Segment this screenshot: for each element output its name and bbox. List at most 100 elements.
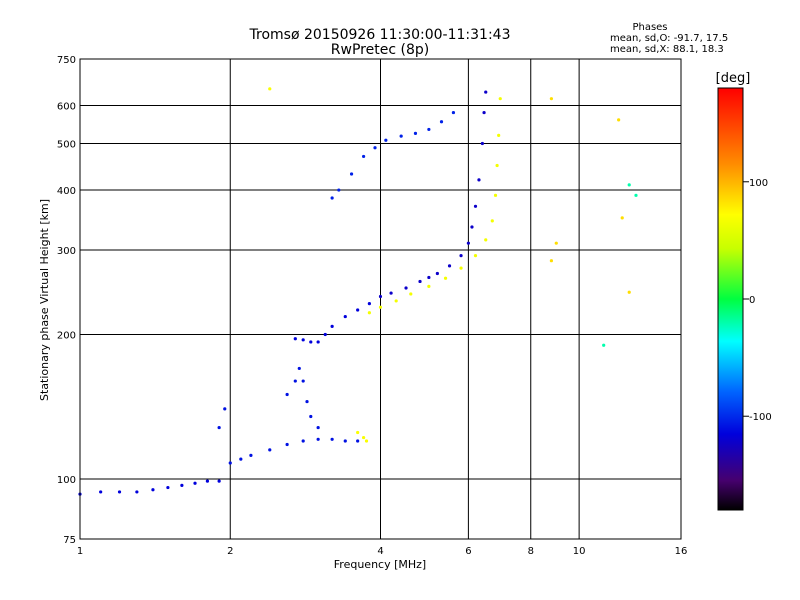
y-tick-label: 75 <box>63 535 76 546</box>
y-tick-labels: 75 100 200 300 400 500 600 750 <box>57 55 76 546</box>
x-tick-label: 6 <box>465 546 471 557</box>
data-point <box>554 241 558 245</box>
data-point <box>293 337 297 341</box>
data-point <box>378 294 383 299</box>
data-point <box>337 188 341 192</box>
data-point <box>627 290 631 294</box>
data-point <box>498 97 502 101</box>
colorbar-tick-label: 0 <box>749 295 755 306</box>
data-point <box>495 163 499 168</box>
data-point <box>427 127 431 132</box>
data-point <box>459 266 463 270</box>
data-point <box>364 439 369 443</box>
data-point <box>627 183 631 187</box>
data-point <box>404 286 408 290</box>
data-point <box>493 193 498 197</box>
data-point <box>309 414 313 419</box>
data-point <box>617 118 621 122</box>
data-point <box>367 301 371 306</box>
y-tick-label: 100 <box>57 475 76 486</box>
x-tick-label: 4 <box>377 546 383 557</box>
data-point <box>427 284 431 288</box>
data-point <box>349 172 354 176</box>
data-point <box>135 490 139 494</box>
data-point <box>459 254 463 258</box>
data-point <box>367 311 371 315</box>
data-point <box>484 90 488 94</box>
colorbar-tick-label: -100 <box>749 412 772 423</box>
data-point <box>301 338 305 342</box>
colorbar <box>717 87 744 511</box>
data-point <box>490 219 494 223</box>
data-point <box>480 141 484 146</box>
phases-heading: Phases <box>632 22 668 33</box>
data-point <box>305 399 309 404</box>
data-points <box>78 87 638 496</box>
data-point <box>602 343 606 347</box>
y-tick-label: 500 <box>57 140 76 151</box>
data-point <box>447 264 452 268</box>
data-point <box>389 291 393 295</box>
data-point <box>293 379 297 383</box>
data-point <box>473 204 478 208</box>
phase-stats-o: mean, sd,O: -91.7, 17.5 <box>610 33 729 44</box>
data-point <box>399 134 403 138</box>
data-point <box>473 254 478 258</box>
chart-subtitle: RwPretec (8p) <box>330 42 430 58</box>
data-point <box>228 461 232 465</box>
data-point <box>362 154 366 159</box>
data-point <box>151 488 155 492</box>
data-point <box>451 110 456 115</box>
data-point <box>435 271 439 276</box>
data-point <box>343 439 347 443</box>
grid-lines <box>79 58 682 540</box>
colorbar-label: [deg] <box>716 71 751 86</box>
data-point <box>482 110 486 115</box>
data-point <box>205 479 210 483</box>
data-point <box>330 324 334 328</box>
y-tick-label: 600 <box>57 102 76 113</box>
x-tick-label: 8 <box>528 546 534 557</box>
data-point <box>418 279 422 284</box>
data-point <box>99 490 103 494</box>
y-tick-label: 750 <box>57 55 76 66</box>
colorbar-tick-label: 100 <box>749 178 768 189</box>
y-tick-label: 300 <box>57 246 76 257</box>
data-point <box>384 138 388 142</box>
data-point <box>484 238 488 242</box>
data-point <box>239 457 243 461</box>
data-point <box>180 483 184 487</box>
phase-stats-x: mean, sd,X: 88.1, 18.3 <box>610 44 724 55</box>
data-point <box>373 146 377 150</box>
data-point <box>285 442 289 447</box>
data-point <box>356 430 360 435</box>
data-point <box>394 299 398 303</box>
data-point <box>427 275 431 280</box>
data-point <box>634 193 638 197</box>
y-axis-label: Stationary phase Virtual Height [km] <box>38 199 51 401</box>
data-point <box>330 437 334 441</box>
data-point <box>193 481 197 485</box>
y-tick-label: 400 <box>57 186 76 197</box>
plot-frame <box>79 58 682 540</box>
data-point <box>439 120 444 124</box>
data-point <box>309 340 313 344</box>
data-point <box>316 437 320 441</box>
data-point <box>166 485 170 490</box>
data-point <box>343 314 347 319</box>
x-tick-labels: 1 2 4 6 8 10 16 <box>77 546 688 557</box>
data-point <box>301 439 305 443</box>
data-point <box>223 407 227 411</box>
data-point <box>549 259 554 263</box>
x-axis-label: Frequency [MHz] <box>334 558 426 571</box>
data-point <box>285 392 289 397</box>
data-point <box>477 178 481 182</box>
data-point <box>117 490 122 494</box>
data-point <box>316 340 320 344</box>
data-point <box>297 366 301 371</box>
x-tick-label: 10 <box>573 546 586 557</box>
data-point <box>413 131 418 135</box>
x-tick-label: 2 <box>227 546 233 557</box>
data-point <box>466 241 470 245</box>
